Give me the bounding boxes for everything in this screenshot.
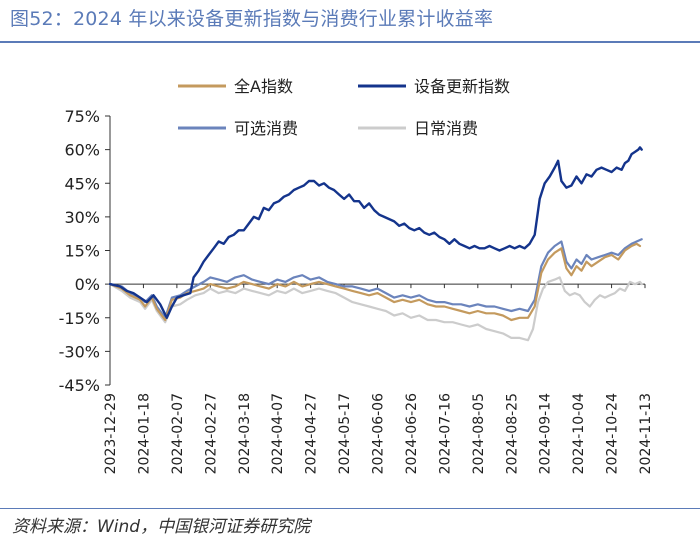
x-tick-label: 2024-03-18 [237, 393, 253, 474]
legend-label: 全A指数 [234, 77, 293, 96]
series-line-1 [108, 242, 642, 322]
x-tick-label: 2024-08-05 [471, 393, 487, 474]
legend-label: 可选消费 [234, 119, 298, 138]
y-tick-label: -30% [59, 342, 100, 361]
series-line-2 [108, 146, 643, 319]
chart-title: 图52：2024 年以来设备更新指数与消费行业累计收益率 [10, 8, 494, 30]
x-tick-label: 2024-10-24 [605, 393, 621, 474]
y-tick-label: 15% [64, 242, 100, 261]
x-tick-label: 2024-10-04 [571, 393, 587, 474]
x-tick-label: 2024-09-14 [538, 393, 554, 474]
series-line-3 [108, 238, 643, 319]
x-tick-label: 2024-05-17 [337, 393, 353, 474]
y-tick-label: 45% [64, 174, 100, 193]
x-tick-label: 2024-11-13 [638, 393, 654, 474]
x-tick-label: 2024-02-07 [170, 393, 186, 474]
title-divider [0, 41, 700, 43]
series-line-4 [108, 276, 643, 342]
y-tick-label: 0% [75, 275, 100, 294]
y-tick-label: -45% [59, 376, 100, 395]
x-tick-label: 2024-02-27 [203, 393, 219, 474]
series-layer [108, 146, 643, 342]
legend-label: 日常消费 [414, 119, 478, 138]
x-tick-label: 2024-06-26 [404, 393, 420, 474]
y-tick-label: 75% [64, 107, 100, 126]
y-tick-label: 30% [64, 208, 100, 227]
x-tick-label: 2024-07-16 [437, 393, 453, 474]
y-tick-label: 60% [64, 141, 100, 160]
source-divider [0, 508, 700, 509]
source-note: 资料来源：Wind，中国银河证券研究院 [12, 517, 311, 537]
x-tick-label: 2024-01-18 [136, 393, 152, 474]
x-tick-label: 2023-12-29 [103, 393, 119, 474]
legend-label: 设备更新指数 [414, 77, 510, 96]
x-tick-label: 2024-04-07 [270, 393, 286, 474]
x-tick-label: 2024-04-27 [304, 393, 320, 474]
chart-area: 75% 60% 45% 30% 15% 0% -15% -30% -45%2023-12-29 2… [59, 77, 654, 474]
y-tick-label: -15% [59, 309, 100, 328]
x-tick-label: 2024-06-06 [371, 393, 387, 474]
chart-axes: 75% 60% 45% 30% 15% 0% -15% -30% -45%2023-12-29 2… [59, 107, 654, 474]
x-tick-label: 2024-08-25 [504, 393, 520, 474]
